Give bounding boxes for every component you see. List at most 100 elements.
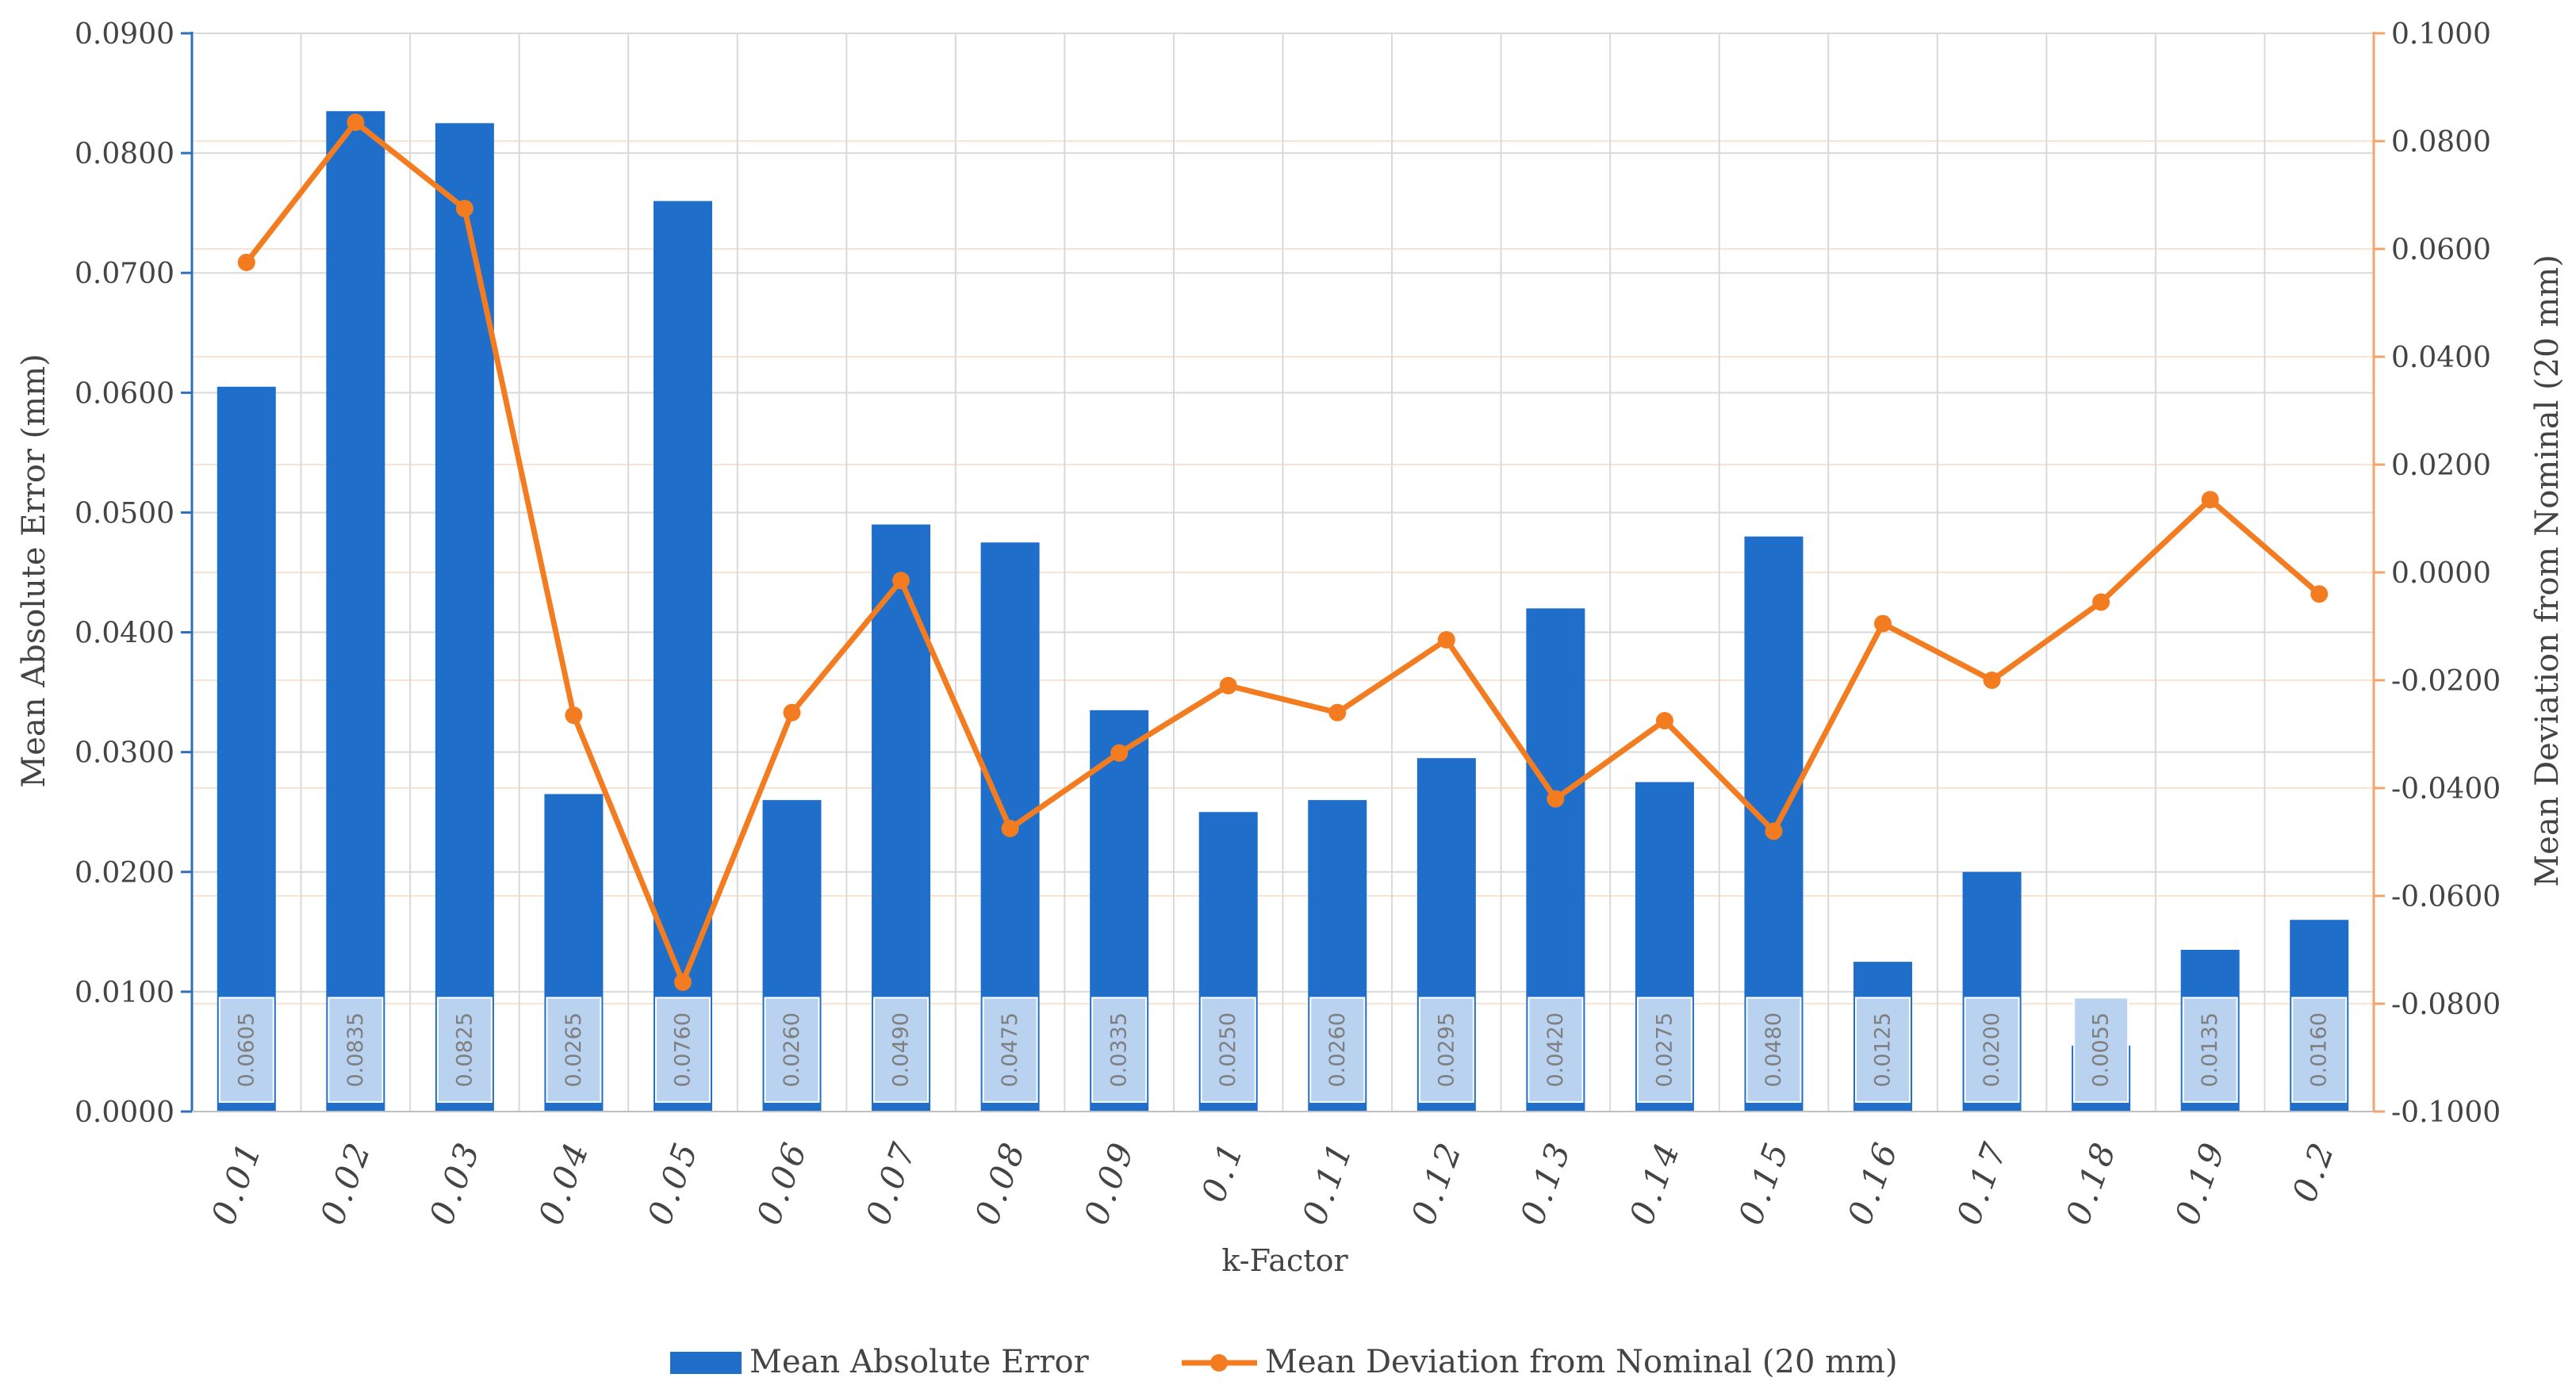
x-tick-label: 0.14 — [1622, 1135, 1689, 1230]
data-label: 0.0135 — [2198, 1012, 2222, 1087]
y-tick-label-right: 0.0400 — [2391, 342, 2491, 374]
x-tick-label: 0.07 — [858, 1135, 925, 1230]
data-label: 0.0125 — [1871, 1012, 1896, 1087]
data-label-box — [328, 997, 384, 1103]
line-point — [1437, 631, 1455, 649]
x-tick-label: 0.2 — [2285, 1135, 2343, 1207]
data-label: 0.0475 — [998, 1012, 1022, 1087]
y-tick-label: 0.0700 — [75, 258, 174, 290]
data-label-box — [1309, 997, 1366, 1103]
data-label-box — [982, 997, 1038, 1103]
data-label-box — [2291, 997, 2348, 1103]
y-tick-label-right: -0.0600 — [2391, 881, 2501, 913]
x-tick-label: 0.06 — [749, 1135, 815, 1230]
data-label: 0.0055 — [2089, 1012, 2114, 1087]
line-point — [1874, 614, 1892, 633]
data-label: 0.0605 — [234, 1012, 259, 1087]
x-tick-label: 0.16 — [1840, 1135, 1907, 1230]
bar — [217, 386, 276, 1112]
line-point — [455, 200, 473, 217]
data-label: 0.0265 — [562, 1012, 586, 1087]
y-tick-label: 0.0100 — [75, 977, 174, 1009]
x-tick-label: 0.04 — [531, 1135, 597, 1230]
y-tick-label: 0.0400 — [75, 618, 174, 650]
line-point — [1328, 703, 1347, 721]
line-point — [237, 254, 255, 271]
data-label: 0.0825 — [452, 1012, 477, 1087]
data-label: 0.0490 — [889, 1012, 914, 1087]
data-label: 0.0480 — [1761, 1012, 1786, 1087]
line-point — [1547, 790, 1565, 808]
bar — [435, 123, 494, 1112]
line-point — [1983, 672, 2001, 689]
data-label: 0.0335 — [1107, 1012, 1132, 1087]
y-tick-label-right: -0.0400 — [2391, 773, 2501, 806]
data-label-box — [654, 997, 711, 1103]
line-point — [2201, 491, 2219, 509]
x-tick-label: 0.08 — [968, 1135, 1034, 1230]
y-tick-label: 0.0500 — [75, 497, 174, 530]
bar — [653, 201, 712, 1112]
line-point — [1219, 676, 1237, 695]
legend-bar-swatch — [670, 1352, 742, 1374]
y-tick-label-right: 0.0600 — [2391, 234, 2491, 266]
y-axis-title: Mean Absolute Error (mm) — [16, 354, 52, 788]
y-tick-label: 0.0300 — [75, 737, 174, 770]
data-label-box — [1528, 997, 1584, 1103]
data-label-box — [1636, 997, 1692, 1103]
line-point — [892, 572, 910, 590]
data-label: 0.0295 — [1434, 1012, 1459, 1087]
data-label: 0.0835 — [343, 1012, 368, 1087]
deviation-line — [244, 119, 2321, 985]
data-label-box — [764, 997, 820, 1103]
data-label: 0.0760 — [670, 1012, 695, 1087]
data-label-box — [436, 997, 493, 1103]
data-label-box — [2182, 997, 2238, 1103]
x-tick-label: 0.13 — [1512, 1135, 1579, 1230]
line-point — [347, 113, 365, 132]
legend-line-marker — [1210, 1354, 1228, 1372]
y-tick-label-right: 0.0000 — [2391, 557, 2491, 590]
data-label-box — [2073, 997, 2129, 1103]
line-point — [565, 706, 583, 725]
data-label-box — [546, 997, 602, 1103]
data-label-box — [1964, 997, 2020, 1103]
x-tick-label: 0.05 — [640, 1135, 707, 1230]
bar — [326, 111, 385, 1112]
y-tick-label: 0.0000 — [75, 1096, 174, 1129]
y-tick-label-right: -0.0800 — [2391, 989, 2501, 1021]
y-tick-label: 0.0900 — [75, 18, 174, 51]
data-label-box — [1200, 997, 1256, 1103]
y-tick-label: 0.0200 — [75, 857, 174, 890]
data-label: 0.0275 — [1652, 1012, 1677, 1087]
line-point — [2310, 585, 2329, 603]
line-point — [1001, 820, 1019, 837]
legend-line-label: Mean Deviation from Nominal (20 mm) — [1265, 1344, 1898, 1380]
data-label-box — [218, 997, 274, 1103]
legend: Mean Absolute Error Mean Deviation from … — [670, 1344, 1898, 1380]
line-point — [673, 973, 692, 991]
y-tick-label-right: -0.1000 — [2391, 1096, 2501, 1129]
x-tick-label: 0.12 — [1404, 1135, 1470, 1230]
data-label-box — [1855, 997, 1911, 1103]
y-tick-label: 0.0800 — [75, 138, 174, 170]
y-tick-label: 0.0600 — [75, 377, 174, 410]
line-point — [1110, 744, 1129, 762]
line-point — [1765, 822, 1783, 840]
x-tick-label: 0.15 — [1731, 1135, 1797, 1230]
x-tick-label: 0.02 — [312, 1135, 379, 1230]
y-tick-label-right: 0.0200 — [2391, 450, 2491, 482]
x-tick-label: 0.01 — [204, 1135, 270, 1230]
y-tick-label-right: -0.0200 — [2391, 665, 2501, 698]
data-label: 0.0200 — [1980, 1012, 2004, 1087]
legend-bar-label: Mean Absolute Error — [749, 1344, 1090, 1380]
data-label-box — [1418, 997, 1474, 1103]
data-label: 0.0260 — [780, 1012, 804, 1087]
x-tick-label: 0.18 — [2058, 1135, 2125, 1230]
x-tick-label: 0.03 — [422, 1135, 489, 1230]
y-tick-label-right: 0.0800 — [2391, 126, 2491, 159]
line-point — [2092, 593, 2110, 611]
x-tick-label: 0.17 — [1949, 1135, 2015, 1230]
